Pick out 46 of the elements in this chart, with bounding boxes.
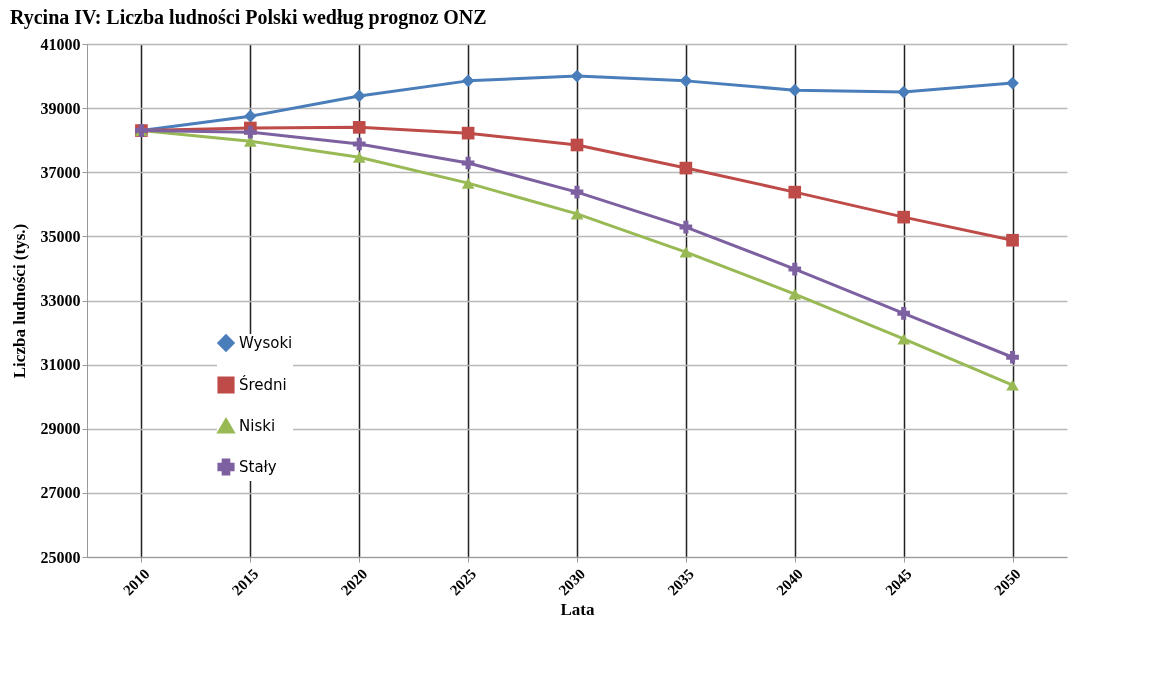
point	[897, 85, 910, 99]
y-tick-label: 25000	[40, 548, 81, 566]
point	[788, 185, 802, 199]
point	[244, 125, 257, 139]
point	[352, 121, 366, 134]
point	[679, 246, 693, 258]
y-tick-label: 33000	[40, 292, 81, 309]
y-tick-label: 29000	[40, 420, 81, 438]
y-tick-label: 35000	[40, 227, 81, 245]
legend-label: Stały	[239, 458, 277, 476]
point	[570, 185, 584, 199]
legend-label: Niski	[239, 417, 276, 435]
point	[461, 177, 475, 189]
point	[461, 156, 475, 170]
y-axis-title: Liczba ludności (tys.)	[9, 223, 29, 379]
point	[352, 151, 366, 163]
point	[570, 138, 584, 152]
y-tick-label: 31000	[40, 356, 81, 374]
point	[352, 89, 366, 103]
point	[570, 69, 584, 83]
y-tick-label: 41000	[40, 35, 81, 53]
point	[1006, 350, 1019, 364]
point	[897, 210, 910, 224]
point	[897, 307, 910, 320]
point	[461, 126, 475, 140]
point	[461, 74, 475, 88]
chart-title: Rycina IV: Liczba ludności Polski według prognoz ONZ	[10, 6, 487, 29]
y-tick-label: 37000	[40, 163, 81, 181]
point	[679, 161, 693, 175]
point	[352, 137, 366, 151]
y-tick-label: 39000	[40, 99, 81, 117]
legend-label: Wysoki	[239, 334, 293, 352]
point	[1006, 233, 1019, 247]
legend-label: Średni	[239, 375, 287, 394]
x-axis-title: Lata	[560, 600, 595, 620]
point	[1006, 379, 1019, 391]
point	[897, 333, 910, 345]
y-tick-label: 27000	[40, 484, 81, 502]
point	[679, 74, 693, 88]
point	[788, 262, 802, 276]
point	[788, 83, 802, 97]
point	[788, 288, 802, 300]
point	[570, 208, 584, 220]
point	[1006, 76, 1019, 90]
point	[679, 220, 693, 234]
point	[244, 109, 257, 123]
